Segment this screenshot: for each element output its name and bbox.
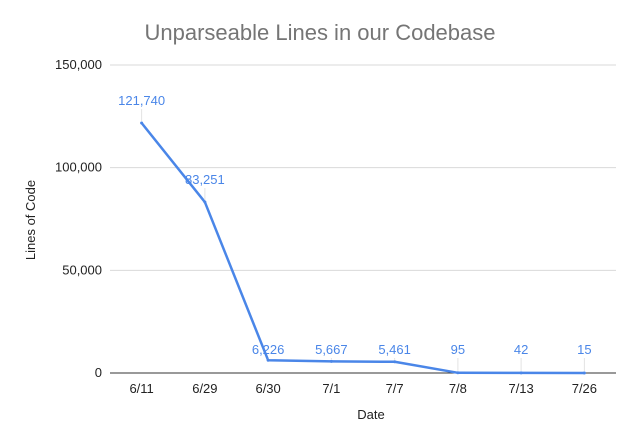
x-tick-label: 7/7 xyxy=(386,381,404,396)
y-axis-title: Lines of Code xyxy=(23,180,38,260)
data-point xyxy=(582,371,586,375)
data-label: 6,226 xyxy=(252,342,285,357)
data-label: 95 xyxy=(451,342,465,357)
data-point xyxy=(266,358,270,362)
data-label: 83,251 xyxy=(185,172,225,187)
data-label: 15 xyxy=(577,342,591,357)
data-point xyxy=(329,359,333,363)
chart-title: Unparseable Lines in our Codebase xyxy=(144,20,495,45)
y-axis-ticks: 0 50,000 100,000 150,000 xyxy=(55,57,102,380)
data-point xyxy=(393,360,397,364)
x-tick-label: 6/11 xyxy=(129,381,153,396)
data-label: 5,461 xyxy=(378,342,411,357)
data-label: 42 xyxy=(514,342,528,357)
x-tick-label: 7/26 xyxy=(572,381,597,396)
x-tick-label: 7/8 xyxy=(449,381,467,396)
series-line xyxy=(140,121,586,375)
gridlines xyxy=(110,64,616,374)
data-labels: 121,740 83,251 6,226 5,667 5,461 95 42 15 xyxy=(118,93,592,371)
x-axis-title: Date xyxy=(357,407,384,422)
x-tick-label: 6/30 xyxy=(255,381,280,396)
y-tick-label: 50,000 xyxy=(62,262,102,277)
data-point xyxy=(456,371,460,375)
x-tick-label: 6/29 xyxy=(192,381,217,396)
y-tick-label: 100,000 xyxy=(55,160,102,175)
series-line-layer xyxy=(140,121,586,375)
y-tick-label: 150,000 xyxy=(55,57,102,72)
x-tick-label: 7/13 xyxy=(508,381,533,396)
x-tick-label: 7/1 xyxy=(322,381,340,396)
y-tick-label: 0 xyxy=(95,365,102,380)
data-point xyxy=(140,121,144,125)
data-point xyxy=(519,371,523,375)
data-label: 121,740 xyxy=(118,93,165,108)
data-point xyxy=(203,200,207,204)
data-label: 5,667 xyxy=(315,342,348,357)
x-axis-ticks: 6/11 6/29 6/30 7/1 7/7 7/8 7/13 7/26 xyxy=(129,381,597,396)
